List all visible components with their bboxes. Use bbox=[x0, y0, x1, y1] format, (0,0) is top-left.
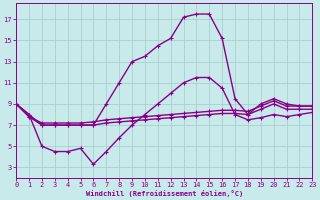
X-axis label: Windchill (Refroidissement éolien,°C): Windchill (Refroidissement éolien,°C) bbox=[85, 190, 243, 197]
